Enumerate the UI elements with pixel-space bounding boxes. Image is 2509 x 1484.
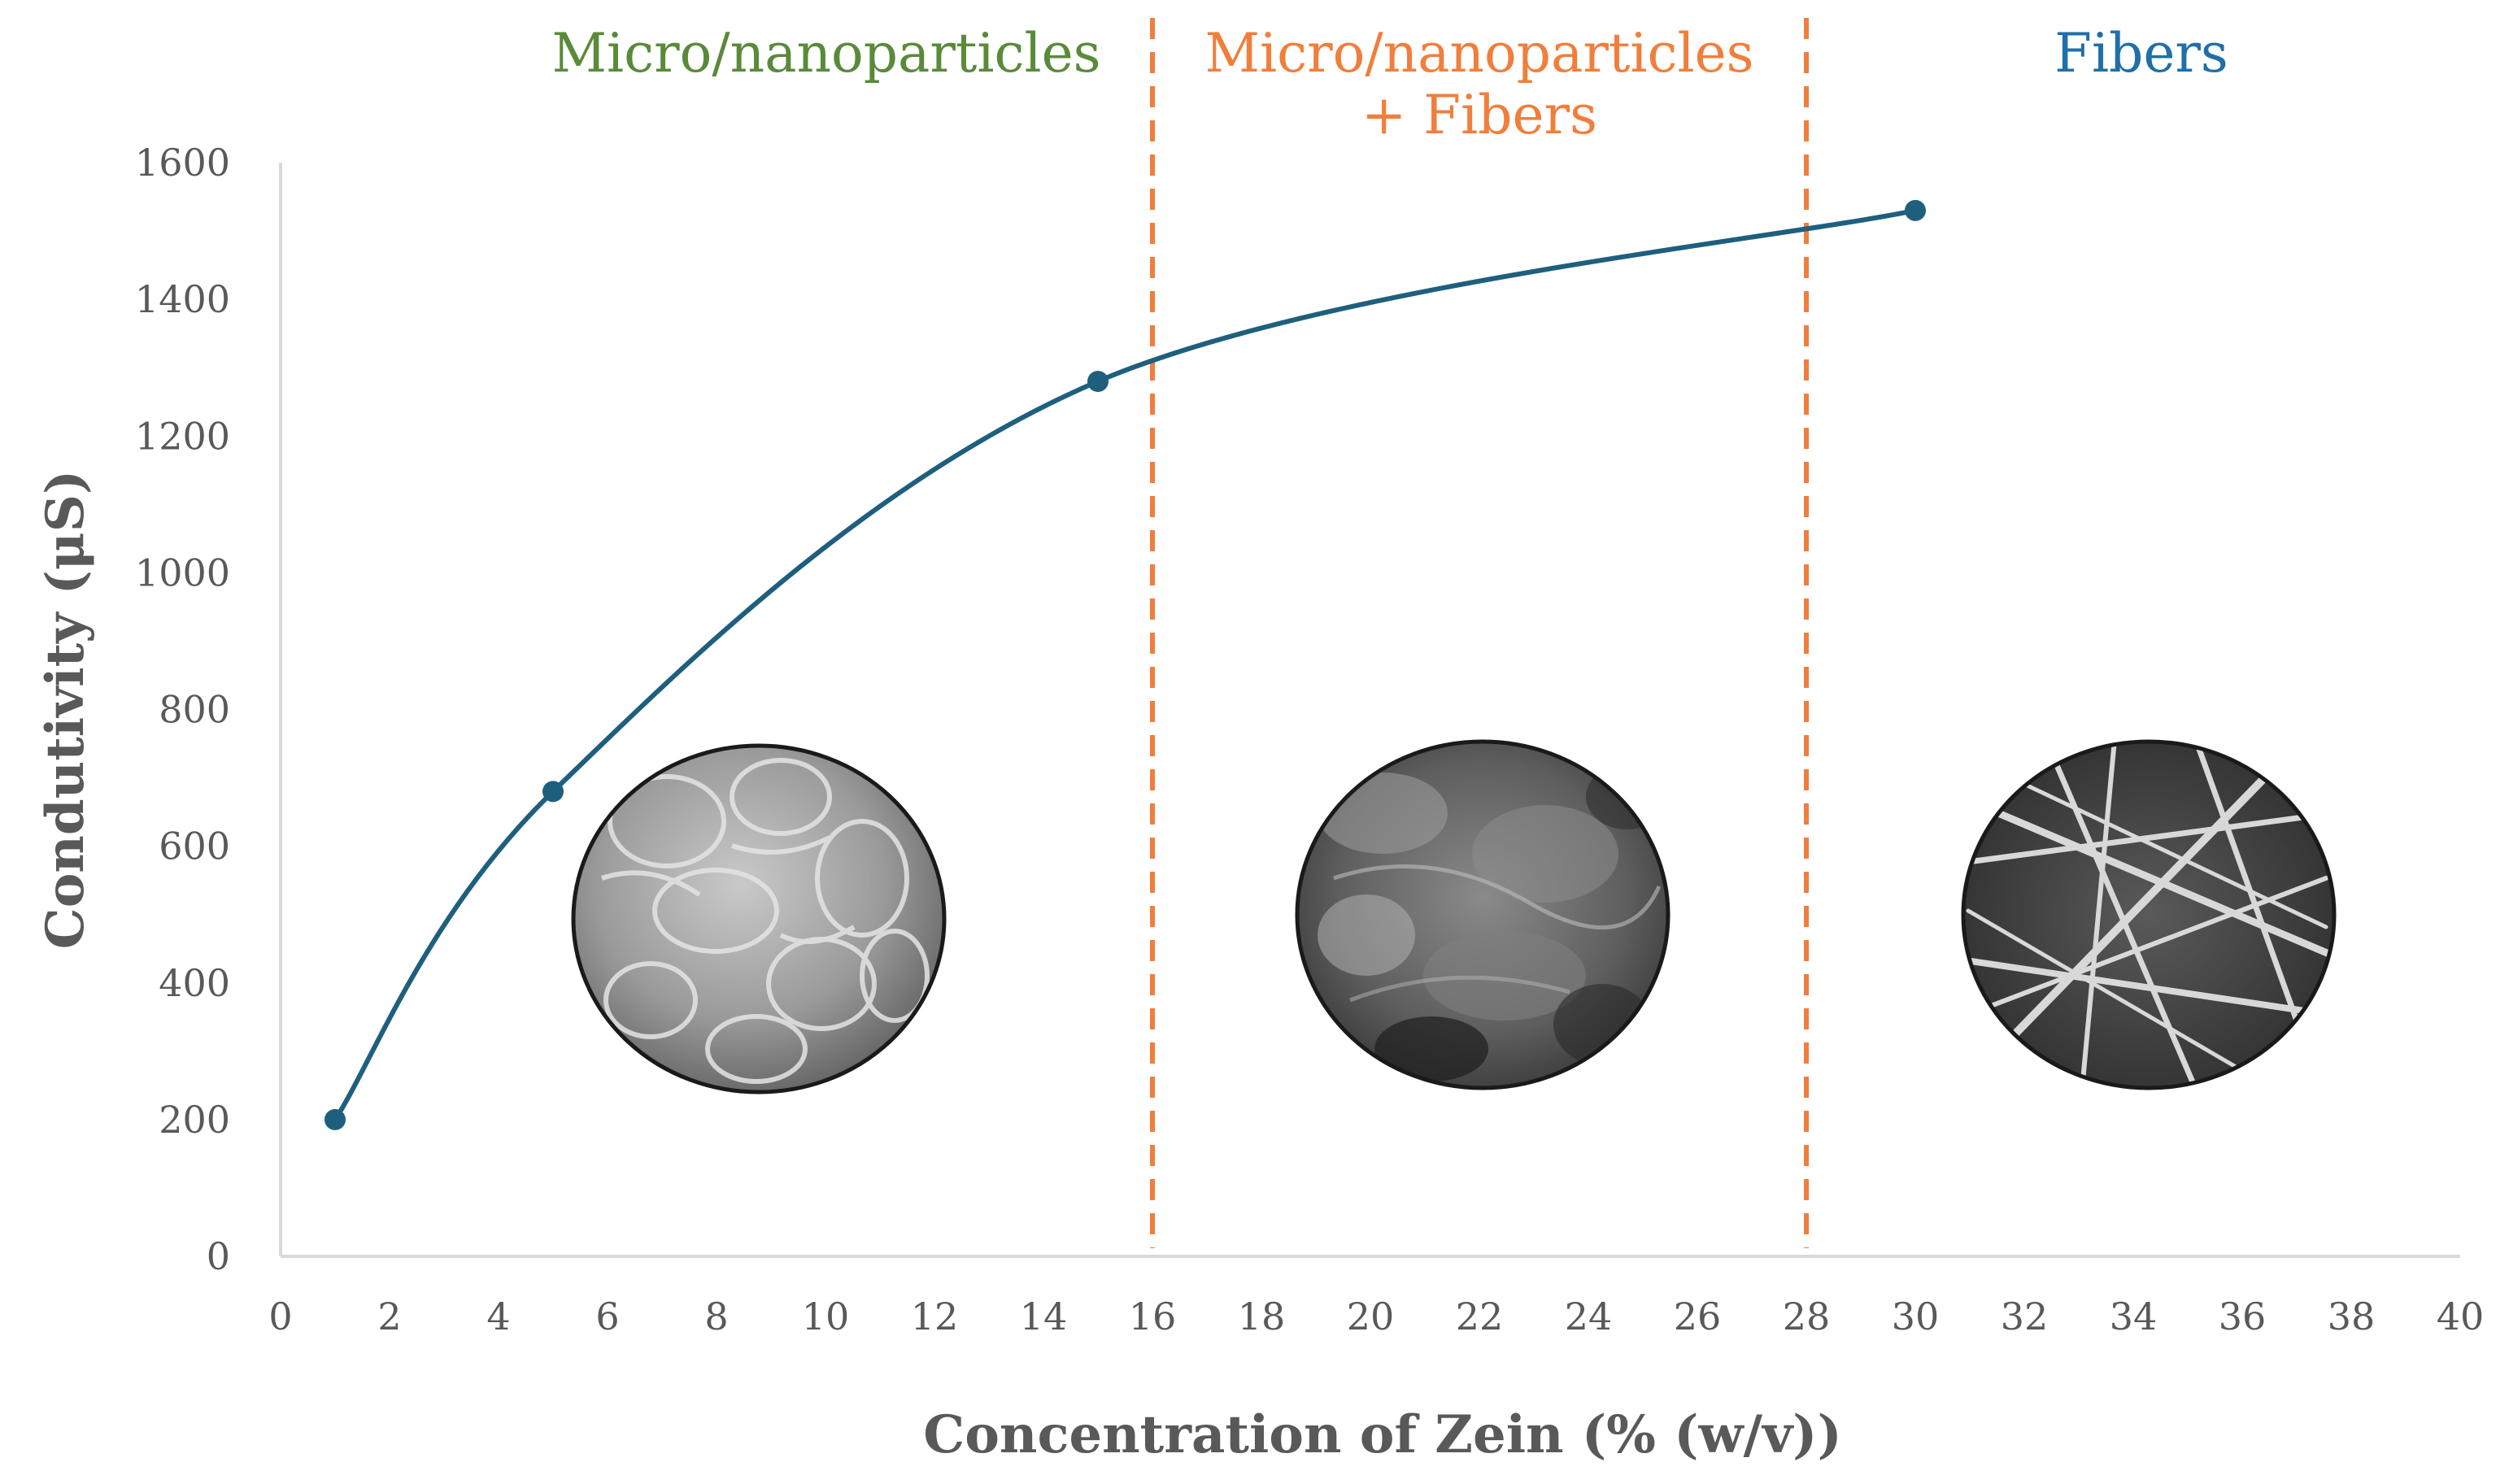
axis-titles: Concentration of Zein (% (w/v)) Condutivi…	[35, 470, 1842, 1465]
region-label-line: Micro/nanoparticles	[1204, 22, 1753, 85]
x-axis-title: Concentration of Zein (% (w/v))	[923, 1404, 1841, 1465]
x-tick-label: 4	[486, 1295, 510, 1338]
y-tick-label: 800	[159, 688, 230, 732]
x-tick-label: 18	[1238, 1295, 1286, 1338]
x-tick-label: 10	[802, 1295, 850, 1338]
region-labels: Micro/nanoparticles Micro/nanoparticles+ …	[551, 22, 2228, 146]
data-point	[542, 781, 564, 803]
x-tick-label: 38	[2328, 1295, 2376, 1338]
region-label-line: Fibers	[2054, 22, 2228, 85]
region-label-line: + Fibers	[1361, 84, 1597, 146]
x-tick-label: 8	[704, 1295, 728, 1338]
x-tick-label: 28	[1783, 1295, 1831, 1338]
x-tick-label: 12	[911, 1295, 959, 1338]
y-axis-title: Condutivity (μS)	[35, 470, 96, 949]
y-tick-label: 400	[159, 961, 230, 1005]
region-boundaries	[1150, 18, 1809, 1248]
y-tick-label: 1600	[135, 141, 230, 185]
x-tick-label: 32	[2001, 1295, 2049, 1338]
x-tick-label: 6	[595, 1295, 619, 1338]
x-tick-label: 40	[2437, 1295, 2485, 1338]
region-label: Fibers	[2054, 22, 2228, 85]
x-tick-label: 14	[1020, 1295, 1068, 1338]
region-label: Micro/nanoparticles+ Fibers	[1204, 22, 1753, 146]
y-tick-label: 0	[207, 1234, 230, 1278]
region-label: Micro/nanoparticles	[551, 22, 1100, 85]
sem-micrograph-mixed-icon	[1295, 739, 1670, 1090]
data-point	[1087, 371, 1109, 392]
x-tick-label: 22	[1456, 1295, 1504, 1338]
y-tick-label: 200	[159, 1098, 230, 1142]
sem-micrograph-fibers-icon	[1961, 739, 2337, 1090]
sem-micrograph-particles-icon	[571, 743, 947, 1095]
series-line	[333, 207, 1916, 1121]
x-tick-label: 2	[377, 1295, 401, 1338]
y-tick-label: 1000	[135, 551, 230, 594]
y-tick-label: 1400	[135, 277, 230, 321]
x-tick-label: 24	[1565, 1295, 1613, 1338]
x-tick-label: 36	[2219, 1295, 2267, 1338]
series	[325, 199, 1926, 1130]
region-label-line: Micro/nanoparticles	[551, 22, 1100, 85]
data-point	[325, 1108, 346, 1130]
data-point	[1905, 199, 1926, 221]
x-tick-label: 34	[2110, 1295, 2158, 1338]
y-tick-label: 1200	[135, 414, 230, 458]
x-tick-label: 16	[1129, 1295, 1177, 1338]
inset-images	[571, 739, 2337, 1095]
x-tick-label: 26	[1674, 1295, 1722, 1338]
x-tick-label: 20	[1347, 1295, 1395, 1338]
x-tick-label: 30	[1892, 1295, 1940, 1338]
x-tick-label: 0	[268, 1295, 292, 1338]
y-tick-label: 600	[159, 825, 230, 868]
